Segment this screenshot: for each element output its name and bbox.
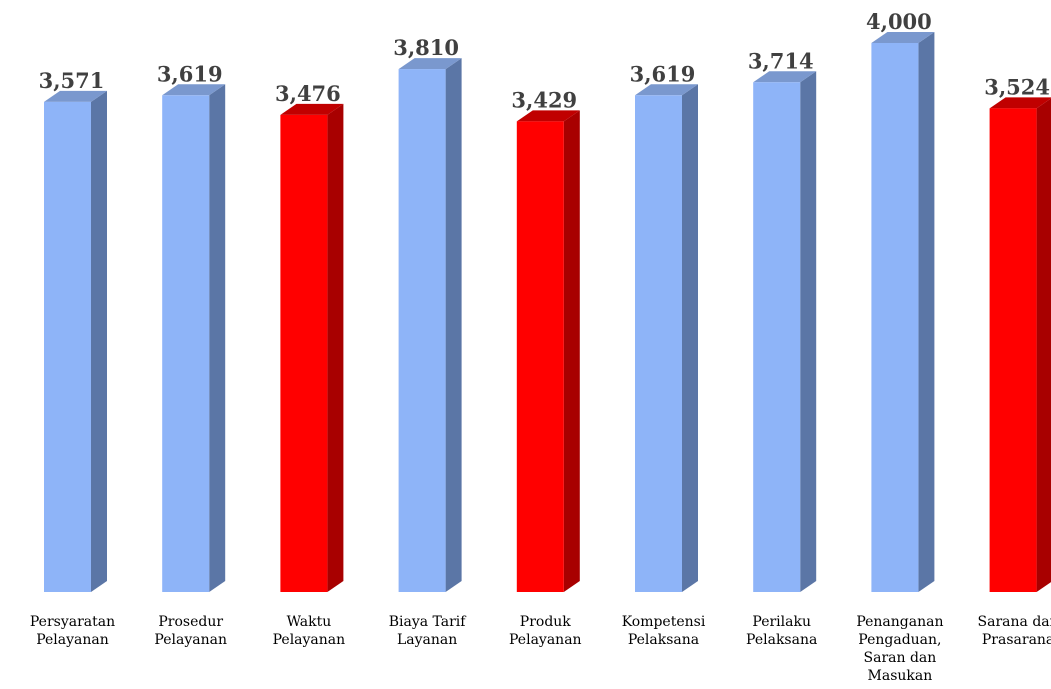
bar	[516, 110, 580, 592]
data-label: 4,000	[866, 9, 932, 34]
category-label: Penanganan Pengaduan, Saran dan Masukan	[856, 614, 943, 684]
bar-top	[398, 58, 462, 70]
bar-front	[516, 121, 564, 592]
bar-side	[800, 71, 817, 593]
bar-front	[635, 95, 682, 593]
bar-front	[989, 108, 1037, 593]
bar-top	[871, 32, 935, 43]
bar-side	[91, 90, 107, 592]
bar-front	[44, 101, 91, 592]
bar-top	[753, 71, 817, 83]
bar-side	[682, 84, 698, 593]
category-label: Produk Pelayanan	[509, 614, 582, 648]
category-labels-group: Persyaratan Pelayanan Prosedur Pelayanan Wak…	[30, 614, 1051, 684]
bar-front	[753, 82, 801, 592]
bar-side	[918, 32, 935, 592]
value-labels-group: 3,571 3,619 3,476 3,810 3,429 3,619 3,714 4,000…	[39, 9, 1050, 112]
data-label: 3,524	[984, 74, 1050, 99]
bar	[635, 84, 698, 593]
category-label: Sarana dan Prasarana	[978, 614, 1051, 648]
bar	[753, 71, 817, 593]
bar	[989, 97, 1051, 593]
category-label: Perilaku Pelaksana	[746, 614, 817, 648]
bars-group	[44, 32, 1051, 593]
category-label: Kompetensi Pelaksana	[622, 614, 706, 648]
bar-top	[280, 103, 344, 115]
bar-side	[327, 103, 344, 592]
bar-side	[209, 84, 226, 593]
data-label: 3,429	[511, 87, 577, 112]
data-label: 3,714	[748, 48, 814, 73]
data-label: 3,619	[630, 61, 696, 86]
bar-top	[516, 110, 580, 122]
bar-front	[871, 43, 919, 592]
bar-top	[635, 84, 698, 96]
data-label: 3,810	[393, 35, 459, 60]
bar-top	[989, 97, 1051, 109]
bar-side	[1036, 98, 1051, 592]
category-label: Waktu Pelayanan	[273, 614, 346, 648]
bar-front	[162, 95, 210, 593]
bar-side	[445, 58, 462, 592]
data-label: 3,476	[275, 81, 341, 106]
bar-top	[44, 90, 107, 102]
bar	[398, 58, 462, 592]
data-label: 3,571	[39, 68, 105, 93]
category-label: Persyaratan Pelayanan	[30, 614, 115, 648]
bar-top	[162, 84, 226, 96]
bar-front	[280, 114, 328, 592]
data-label: 3,619	[157, 61, 223, 86]
bar	[280, 103, 344, 592]
bar-front	[398, 69, 446, 592]
bar	[871, 32, 935, 592]
bar	[44, 90, 107, 592]
category-label: Prosedur Pelayanan	[154, 614, 227, 648]
bar-side	[563, 110, 580, 592]
bar	[162, 84, 226, 593]
category-label: Biaya Tarif Layanan	[389, 614, 468, 648]
